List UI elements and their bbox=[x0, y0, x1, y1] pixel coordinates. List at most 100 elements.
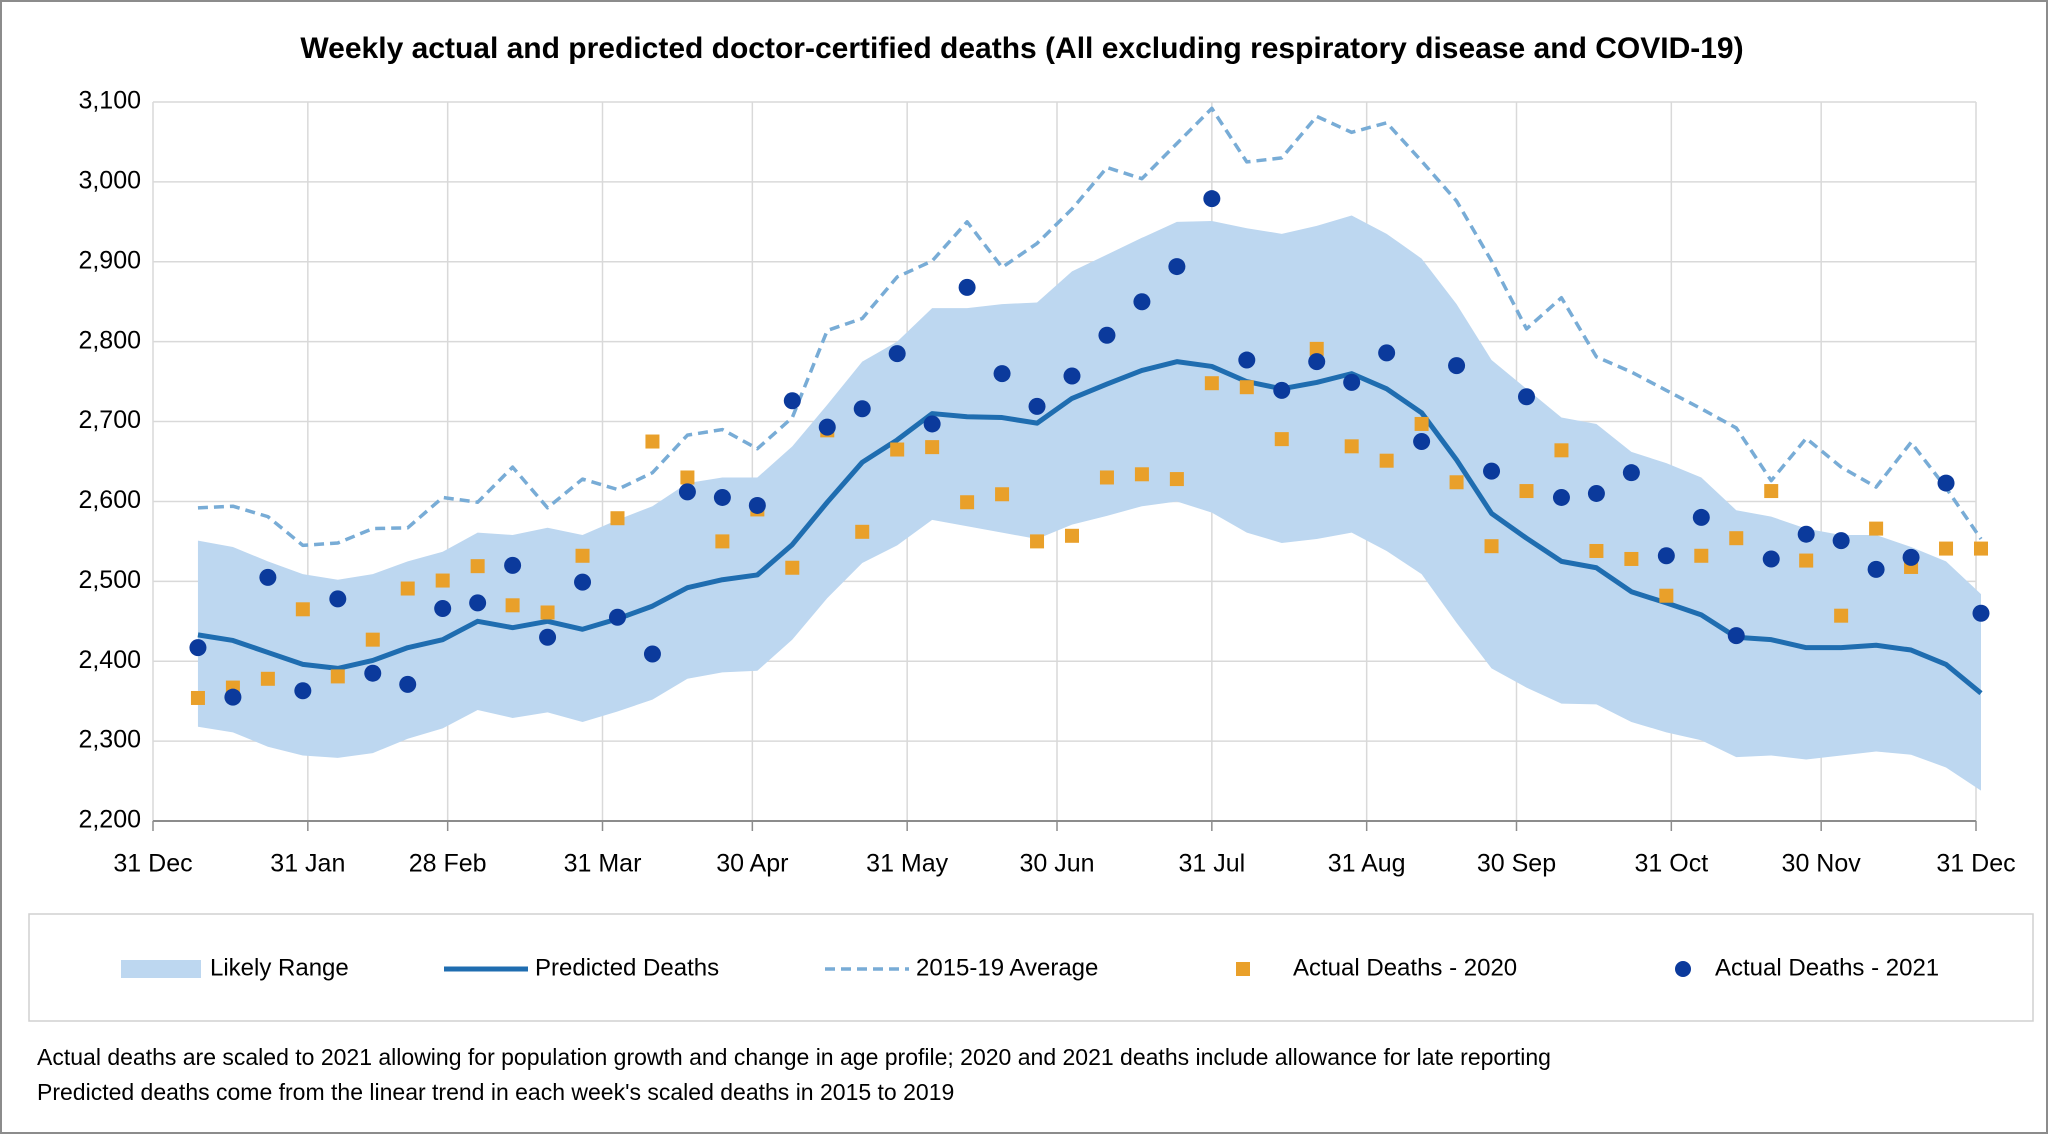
circle-marker bbox=[818, 418, 836, 436]
square-marker bbox=[1939, 541, 1954, 556]
y-tick-label: 2,600 bbox=[78, 486, 141, 514]
circle-marker bbox=[1413, 433, 1431, 451]
y-tick-label: 2,900 bbox=[78, 246, 141, 274]
square-marker bbox=[1484, 539, 1499, 554]
square-marker bbox=[330, 669, 345, 684]
square-marker bbox=[260, 671, 275, 686]
legend-label: Predicted Deaths bbox=[535, 954, 719, 981]
x-tick-label: 31 Jan bbox=[270, 850, 345, 878]
circle-marker bbox=[1762, 550, 1780, 568]
square-marker bbox=[1869, 521, 1884, 536]
square-marker bbox=[1834, 608, 1849, 623]
square-marker bbox=[1169, 472, 1184, 487]
circle-marker bbox=[1972, 604, 1990, 622]
circle-marker bbox=[259, 568, 277, 586]
square-marker bbox=[645, 434, 660, 449]
circle-marker bbox=[1238, 351, 1256, 369]
circle-marker bbox=[1063, 367, 1081, 385]
circle-marker bbox=[224, 688, 242, 706]
y-tick-label: 3,000 bbox=[78, 166, 141, 194]
circle-marker bbox=[1343, 373, 1361, 391]
square-marker bbox=[995, 487, 1010, 502]
y-tick-label: 2,200 bbox=[78, 806, 141, 834]
square-marker bbox=[1624, 551, 1639, 566]
circle-marker bbox=[1098, 326, 1116, 344]
square-marker bbox=[890, 442, 905, 457]
legend-swatch bbox=[1236, 962, 1250, 976]
circle-marker bbox=[1203, 190, 1221, 208]
x-tick-label: 31 Jul bbox=[1178, 850, 1245, 878]
square-marker bbox=[1694, 548, 1709, 563]
square-marker bbox=[1554, 443, 1569, 458]
legend-box bbox=[28, 913, 2034, 1022]
circle-marker bbox=[1692, 508, 1710, 526]
square-marker bbox=[1309, 341, 1324, 356]
x-tick-label: 31 Dec bbox=[1936, 850, 2015, 878]
square-marker bbox=[1239, 380, 1254, 395]
line bbox=[197, 359, 1983, 696]
circle-marker bbox=[1867, 560, 1885, 578]
circle-marker bbox=[1133, 293, 1151, 311]
x-tick-label: 28 Feb bbox=[409, 850, 487, 878]
legend-swatch bbox=[1675, 961, 1691, 977]
square-marker bbox=[1379, 453, 1394, 468]
circle-marker bbox=[1483, 462, 1501, 480]
square-marker bbox=[785, 560, 800, 575]
legend-label: Actual Deaths - 2021 bbox=[1715, 954, 1939, 981]
square-marker bbox=[1659, 588, 1674, 603]
circle-marker bbox=[504, 556, 522, 574]
square-marker bbox=[960, 495, 975, 510]
square-marker bbox=[1099, 470, 1114, 485]
legend-label: Actual Deaths - 2020 bbox=[1293, 954, 1517, 981]
circle-marker bbox=[1657, 547, 1675, 565]
square-marker bbox=[610, 511, 625, 526]
x-tick-label: 30 Jun bbox=[1019, 850, 1094, 878]
x-tick-label: 30 Nov bbox=[1782, 850, 1862, 878]
circle-marker bbox=[993, 365, 1011, 383]
circle-marker bbox=[1517, 388, 1535, 406]
square-marker bbox=[505, 598, 520, 613]
square-marker bbox=[1134, 467, 1149, 482]
circle-marker bbox=[1937, 474, 1955, 492]
x-tick-label: 31 Oct bbox=[1635, 850, 1709, 878]
square-marker bbox=[1274, 432, 1289, 447]
circle-marker bbox=[643, 645, 661, 663]
circle-marker bbox=[1273, 381, 1291, 399]
square-marker bbox=[1589, 543, 1604, 558]
square-marker bbox=[1344, 439, 1359, 454]
x-tick-label: 30 Sep bbox=[1477, 850, 1556, 878]
circle-marker bbox=[1378, 344, 1396, 362]
square-marker bbox=[855, 524, 870, 539]
legend-swatch bbox=[121, 960, 201, 978]
square-marker bbox=[1973, 541, 1988, 556]
circle-marker bbox=[713, 488, 731, 506]
square-marker bbox=[1204, 376, 1219, 391]
square-marker bbox=[1764, 484, 1779, 499]
circle-marker bbox=[399, 675, 417, 693]
circle-marker bbox=[853, 400, 871, 418]
square-marker bbox=[1729, 531, 1744, 546]
circle-marker bbox=[1028, 397, 1046, 415]
circle-marker bbox=[678, 483, 696, 501]
square-marker bbox=[715, 534, 730, 549]
square-marker bbox=[295, 602, 310, 617]
circle-marker bbox=[539, 628, 557, 646]
legend-label: Likely Range bbox=[210, 954, 349, 981]
footnote: Predicted deaths come from the linear tr… bbox=[37, 1079, 954, 1105]
circle-marker bbox=[574, 573, 592, 591]
circle-marker bbox=[1308, 353, 1326, 371]
square-marker bbox=[1519, 484, 1534, 499]
square-marker bbox=[435, 573, 450, 588]
x-tick-label: 31 Dec bbox=[113, 850, 192, 878]
circle-marker bbox=[1168, 258, 1186, 276]
circle-marker bbox=[783, 392, 801, 410]
circle-marker bbox=[189, 639, 207, 657]
square-marker bbox=[400, 581, 415, 596]
circle-marker bbox=[1552, 488, 1570, 506]
circle-marker bbox=[608, 608, 626, 626]
chart-title: Weekly actual and predicted doctor-certi… bbox=[300, 32, 1743, 65]
square-marker bbox=[925, 440, 940, 455]
square-marker bbox=[1799, 553, 1814, 568]
y-tick-label: 2,400 bbox=[78, 646, 141, 674]
